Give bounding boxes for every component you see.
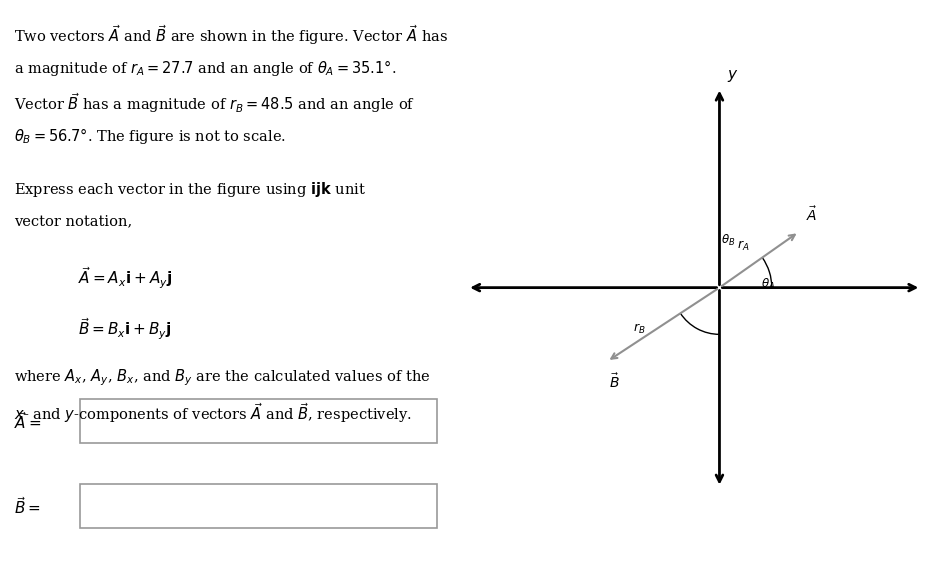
Text: $\theta_A$: $\theta_A$ (761, 276, 776, 292)
Text: vector notation,: vector notation, (14, 214, 132, 228)
Bar (80, 484, 438, 528)
Text: $r_A$: $r_A$ (737, 239, 749, 253)
Bar (80, 399, 438, 443)
Text: where $A_x$, $A_y$, $B_x$, and $B_y$ are the calculated values of the: where $A_x$, $A_y$, $B_x$, and $B_y$ are… (14, 367, 430, 388)
Text: a magnitude of $r_A = 27.7$ and an angle of $\theta_A = 35.1°$.: a magnitude of $r_A = 27.7$ and an angle… (14, 58, 396, 77)
Text: $\theta_B = 56.7°$. The figure is not to scale.: $\theta_B = 56.7°$. The figure is not to… (14, 126, 286, 146)
Text: $y$: $y$ (727, 68, 738, 84)
Text: Vector $\vec{B}$ has a magnitude of $r_B = 48.5$ and an angle of: Vector $\vec{B}$ has a magnitude of $r_B… (14, 92, 415, 116)
Text: $\vec{B}$: $\vec{B}$ (610, 373, 620, 392)
Text: $r_B$: $r_B$ (634, 322, 646, 336)
Text: Two vectors $\vec{A}$ and $\vec{B}$ are shown in the figure. Vector $\vec{A}$ ha: Two vectors $\vec{A}$ and $\vec{B}$ are … (14, 23, 448, 48)
Text: $\vec{A} = A_x\mathbf{i} + A_y\mathbf{j}$: $\vec{A} = A_x\mathbf{i} + A_y\mathbf{j}… (78, 265, 172, 291)
Text: $\vec{B} =$: $\vec{B} =$ (14, 496, 41, 517)
Text: $\theta_B$: $\theta_B$ (722, 233, 735, 248)
Text: $\vec{A}$: $\vec{A}$ (807, 205, 818, 224)
Text: $x$- and $y$-components of vectors $\vec{A}$ and $\vec{B}$, respectively.: $x$- and $y$-components of vectors $\vec… (14, 402, 412, 425)
Text: Express each vector in the figure using $\mathbf{ijk}$ unit: Express each vector in the figure using … (14, 180, 365, 199)
Text: $\vec{B} = B_x\mathbf{i} + B_y\mathbf{j}$: $\vec{B} = B_x\mathbf{i} + B_y\mathbf{j}… (78, 316, 171, 342)
Text: $\vec{A} =$: $\vec{A} =$ (14, 411, 41, 431)
